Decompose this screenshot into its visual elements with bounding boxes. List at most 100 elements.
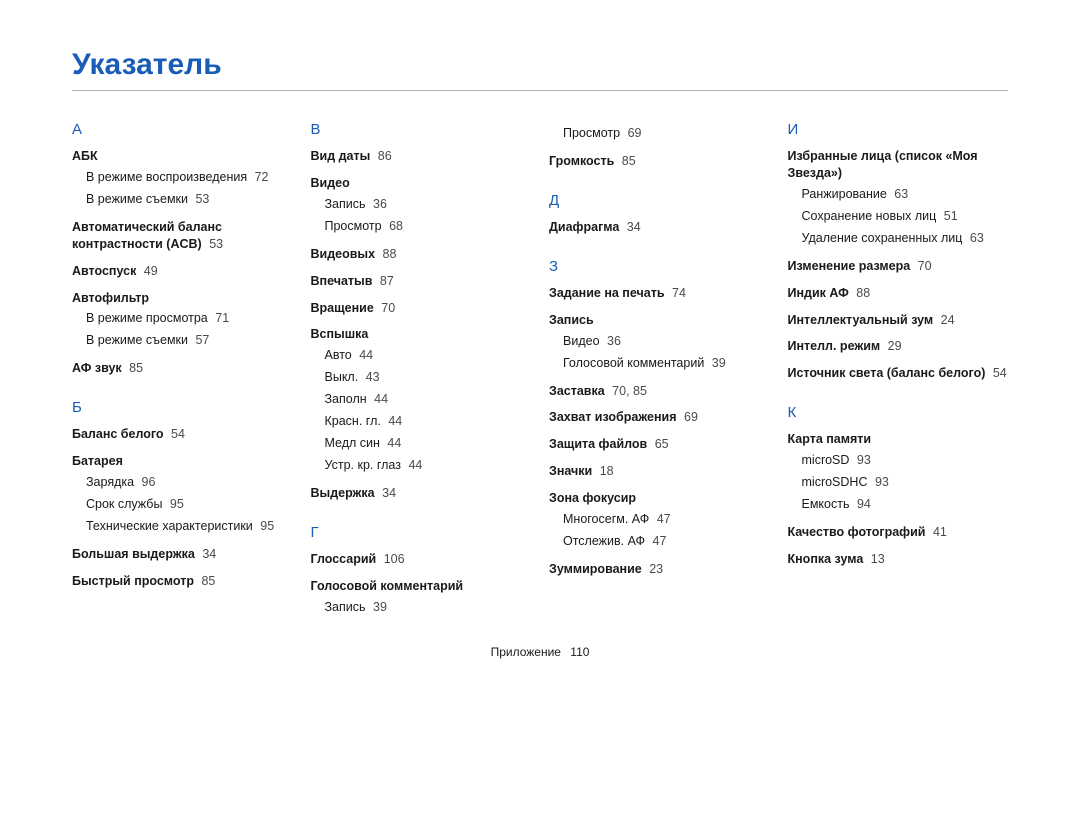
index-entry: Впечатыв 87 [311,273,532,290]
entry-label: Задание на печать [549,286,665,300]
index-subentry: Зарядка 96 [72,472,293,492]
entry-label: Запись [549,313,594,327]
index-entry: Автоматический баланс контрастности (ACB… [72,219,293,253]
index-page: Указатель ААБКВ режиме воспроизведения 7… [0,0,1080,683]
entry-page: 23 [646,562,663,576]
index-subentry: Отслежив. АФ 47 [549,531,770,551]
entry-label: Вид даты [311,149,371,163]
subentry-label: Красн. гл. [325,414,381,428]
entry-label: Избранные лица (список «Моя Звезда») [788,149,978,180]
entry-label: Большая выдержка [72,547,195,561]
index-subentry: Просмотр 68 [311,216,532,236]
index-subentry: Многосегм. АФ 47 [549,509,770,529]
subentry-label: Запись [325,600,366,614]
subentry-page: 93 [853,453,870,467]
subentry-page: 44 [385,414,402,428]
entry-label: Вращение [311,301,374,315]
entry-label: Батарея [72,454,123,468]
entry-label: Качество фотографий [788,525,926,539]
entry-label: Значки [549,464,592,478]
entry-page: 34 [379,486,396,500]
subentry-label: microSDHC [802,475,868,489]
entry-label: Интеллектуальный зум [788,313,934,327]
entry-page: 85 [198,574,215,588]
index-entry: Видео [311,175,532,192]
subentry-label: В режиме просмотра [86,311,208,325]
entry-page: 87 [376,274,393,288]
entry-label: АФ звук [72,361,122,375]
entry-page: 70, 85 [609,384,647,398]
index-subentry: Заполн 44 [311,389,532,409]
index-entry: Автофильтр [72,290,293,307]
entry-page: 29 [884,339,901,353]
subentry-page: 39 [370,600,387,614]
entry-page: 18 [596,464,613,478]
index-entry: Зуммирование 23 [549,561,770,578]
subentry-page: 63 [966,231,983,245]
entry-page: 70 [378,301,395,315]
subentry-page: 95 [257,519,274,533]
index-subentry: Срок службы 95 [72,494,293,514]
entry-page: 24 [937,313,954,327]
entry-label: Видеовых [311,247,376,261]
entry-page: 88 [379,247,396,261]
index-entry: Захват изображения 69 [549,409,770,426]
entry-label: Баланс белого [72,427,164,441]
subentry-page: 93 [871,475,888,489]
entry-page: 34 [623,220,640,234]
index-letter: Г [311,524,532,541]
subentry-label: Заполн [325,392,367,406]
index-letter: Б [72,399,293,416]
entry-page: 41 [929,525,946,539]
entry-page: 88 [853,286,870,300]
subentry-page: 94 [853,497,870,511]
index-entry: Громкость 85 [549,153,770,170]
entry-page: 65 [651,437,668,451]
subentry-label: Ранжирование [802,187,887,201]
subentry-label: Удаление сохраненных лиц [802,231,963,245]
subentry-label: Многосегм. АФ [563,512,649,526]
index-subentry: Сохранение новых лиц 51 [788,206,1009,226]
entry-page: 54 [989,366,1006,380]
index-entry: Большая выдержка 34 [72,546,293,563]
index-letter: Д [549,192,770,209]
index-subentry: Технические характеристики 95 [72,516,293,536]
subentry-label: Авто [325,348,352,362]
index-entry: Автоспуск 49 [72,263,293,280]
subentry-label: Запись [325,197,366,211]
index-letter: И [788,121,1009,138]
subentry-page: 72 [251,170,268,184]
entry-page: 13 [867,552,884,566]
entry-page: 106 [380,552,404,566]
subentry-label: Устр. кр. глаз [325,458,401,472]
index-entry: Батарея [72,453,293,470]
index-column: ААБКВ режиме воспроизведения 72В режиме … [72,121,293,617]
subentry-label: Технические характеристики [86,519,253,533]
index-letter: З [549,258,770,275]
entry-label: Защита файлов [549,437,647,451]
index-subentry: Просмотр 69 [549,123,770,143]
subentry-label: Голосовой комментарий [563,356,704,370]
entry-page: 85 [618,154,635,168]
index-entry: Выдержка 34 [311,485,532,502]
index-subentry: Емкость 94 [788,494,1009,514]
index-column: И Избранные лица (список «Моя Звезда») Ран… [788,121,1009,617]
subentry-label: Зарядка [86,475,134,489]
index-subentry: Авто 44 [311,345,532,365]
subentry-label: В режиме съемки [86,333,188,347]
index-entry: Защита файлов 65 [549,436,770,453]
index-entry: Избранные лица (список «Моя Звезда») [788,148,1009,182]
subentry-page: 43 [362,370,379,384]
subentry-page: 36 [370,197,387,211]
index-entry: Значки 18 [549,463,770,480]
index-subentry: Устр. кр. глаз 44 [311,455,532,475]
page-footer: Приложение 110 [72,645,1008,659]
index-entry: Кнопка зума 13 [788,551,1009,568]
index-subentry: Голосовой комментарий 39 [549,353,770,373]
footer-page-number: 110 [570,645,589,659]
index-columns: ААБКВ режиме воспроизведения 72В режиме … [72,121,1008,617]
entry-label: Впечатыв [311,274,373,288]
index-entry: Вращение 70 [311,300,532,317]
entry-label: Захват изображения [549,410,677,424]
subentry-label: В режиме съемки [86,192,188,206]
